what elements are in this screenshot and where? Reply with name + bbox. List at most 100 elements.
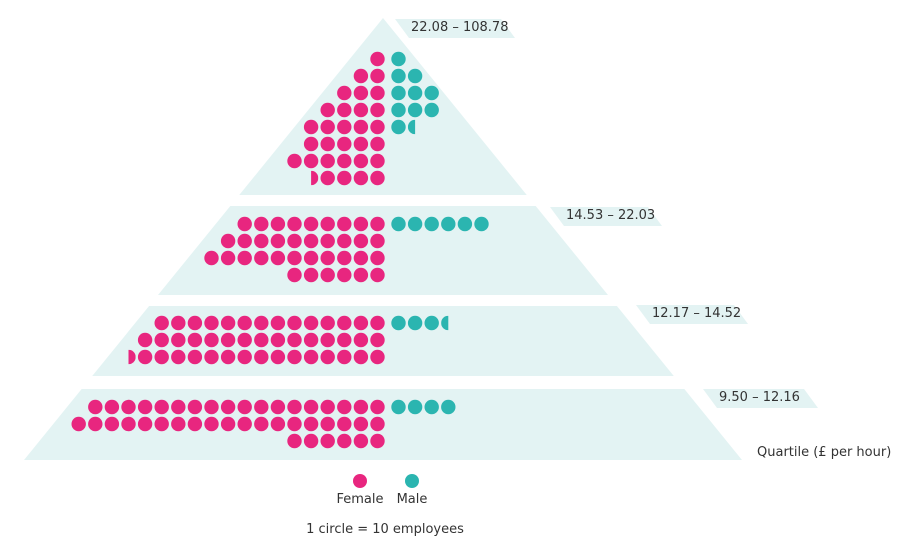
female-dot (187, 399, 203, 415)
female-dot (303, 250, 319, 266)
female-dot (337, 170, 352, 186)
male-dot (391, 119, 406, 135)
female-dot (303, 332, 319, 348)
female-dot (353, 68, 369, 84)
male-dot (391, 85, 406, 101)
female-dot (303, 153, 319, 169)
female-dot (370, 170, 385, 186)
female-dot (303, 399, 319, 415)
female-dot (104, 399, 120, 415)
female-dot (154, 399, 169, 415)
female-dot (353, 349, 369, 365)
female-dot (370, 51, 385, 67)
female-dot (353, 399, 369, 415)
female-dot (204, 250, 219, 266)
female-dot (137, 399, 153, 415)
female-dot (104, 416, 120, 432)
female-dot (254, 315, 269, 331)
female-dot (370, 85, 385, 101)
female-dot (320, 349, 335, 365)
female-dot (254, 349, 269, 365)
male-dot (407, 315, 423, 331)
female-dot (337, 250, 352, 266)
quartile-range-label: 14.53 – 22.03 (566, 208, 656, 223)
female-dot (204, 399, 219, 415)
female-dot (320, 332, 335, 348)
female-dot (303, 433, 319, 449)
male-dot (424, 399, 439, 415)
female-dot (303, 349, 319, 365)
female-dot (320, 170, 335, 186)
male-dot-partial (441, 315, 449, 331)
female-dot (254, 250, 269, 266)
female-dot (353, 416, 369, 432)
female-dot (320, 102, 335, 118)
female-dot (370, 153, 385, 169)
female-dot (370, 68, 385, 84)
legend-male-swatch (405, 474, 419, 488)
male-dot (391, 68, 406, 84)
female-dot (320, 233, 335, 249)
female-dot-partial (128, 349, 136, 365)
male-dot (391, 51, 406, 67)
female-dot (337, 433, 352, 449)
female-dot (303, 136, 319, 152)
male-dot (424, 102, 439, 118)
male-dot (424, 315, 439, 331)
female-dot (187, 349, 203, 365)
female-dot (154, 332, 169, 348)
male-dot (424, 85, 439, 101)
male-dot-partial (407, 119, 416, 135)
female-dot (353, 315, 369, 331)
female-dot (237, 349, 252, 365)
range-label-tab (395, 19, 515, 38)
female-dot (337, 102, 352, 118)
female-dot (254, 216, 269, 232)
female-dot (353, 267, 369, 283)
female-dot (287, 267, 302, 283)
female-dot (220, 399, 236, 415)
male-dot (407, 68, 423, 84)
female-dot (320, 399, 335, 415)
female-dot (154, 315, 169, 331)
female-dot (171, 349, 186, 365)
female-dot (220, 250, 236, 266)
female-dot (154, 349, 169, 365)
male-dot (441, 399, 456, 415)
female-dot (71, 416, 86, 432)
female-dot (337, 399, 352, 415)
male-dot (407, 85, 423, 101)
female-dot (370, 136, 385, 152)
male-dot (474, 216, 489, 232)
female-dot (353, 233, 369, 249)
female-dot (320, 433, 335, 449)
female-dot (370, 102, 385, 118)
female-dot (237, 250, 252, 266)
female-dot (88, 416, 103, 432)
female-dot (303, 119, 319, 135)
axis-title: Quartile (£ per hour) (757, 445, 892, 460)
male-dot (407, 399, 423, 415)
female-dot (154, 416, 169, 432)
female-dot (370, 399, 385, 415)
female-dot (270, 332, 286, 348)
female-dot (370, 233, 385, 249)
female-dot (137, 349, 153, 365)
female-dot (237, 233, 252, 249)
female-dot (204, 332, 219, 348)
female-dot (237, 216, 252, 232)
female-dot-partial (311, 170, 319, 186)
female-dot (287, 250, 302, 266)
female-dot (287, 399, 302, 415)
female-dot (337, 267, 352, 283)
female-dot (237, 399, 252, 415)
female-dot (171, 315, 186, 331)
male-dot (391, 315, 406, 331)
male-dot (407, 216, 423, 232)
female-dot (287, 233, 302, 249)
female-dot (337, 216, 352, 232)
legend-male-label: Male (396, 492, 428, 507)
male-dot (424, 216, 439, 232)
female-dot (88, 399, 103, 415)
